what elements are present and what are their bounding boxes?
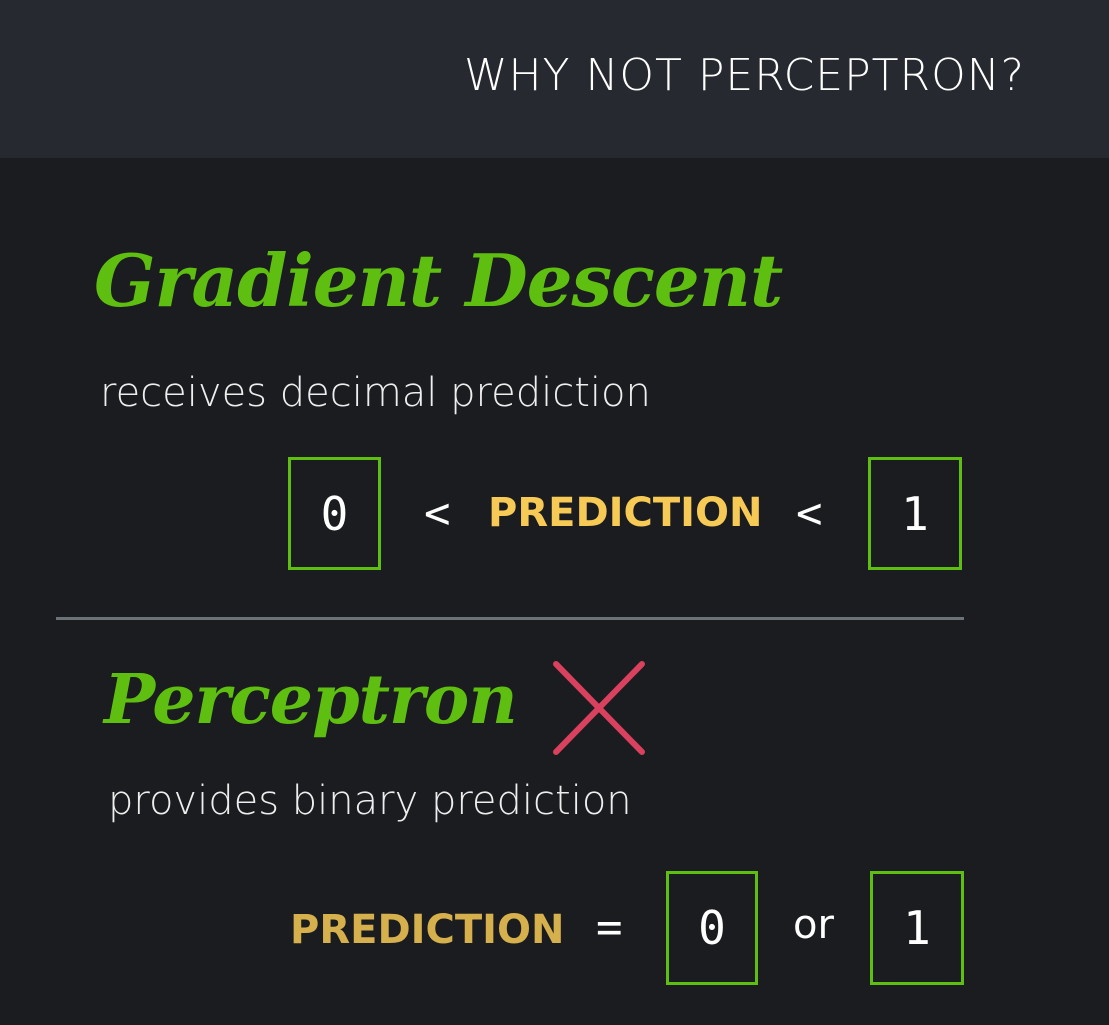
pc-value-a-box: 0 — [666, 871, 758, 985]
gd-upper-value: 1 — [901, 486, 929, 541]
gd-prediction-label: PREDICTION — [488, 490, 763, 536]
pc-value-b: 1 — [903, 901, 931, 955]
pc-or-text: or — [793, 902, 834, 948]
section-divider — [56, 617, 964, 620]
pc-value-b-box: 1 — [870, 871, 964, 985]
gd-upper-value-box: 1 — [868, 457, 962, 570]
page-title: WHY NOT PERCEPTRON? — [464, 50, 1025, 101]
perceptron-subtitle: provides binary prediction — [108, 778, 632, 824]
gd-less-than-2: < — [796, 488, 823, 539]
header-bar: WHY NOT PERCEPTRON? — [0, 0, 1109, 158]
gd-lower-value: 0 — [320, 486, 349, 541]
pc-equals-sign: = — [596, 902, 623, 953]
cross-icon — [553, 661, 645, 755]
pc-value-a: 0 — [698, 901, 726, 955]
gd-less-than-1: < — [424, 488, 451, 539]
gradient-descent-subtitle: receives decimal prediction — [100, 370, 651, 416]
pc-prediction-label: PREDICTION — [290, 907, 565, 953]
gradient-descent-title: Gradient Descent — [94, 238, 783, 323]
perceptron-title: Perceptron — [104, 660, 518, 740]
gd-lower-value-box: 0 — [288, 457, 381, 570]
